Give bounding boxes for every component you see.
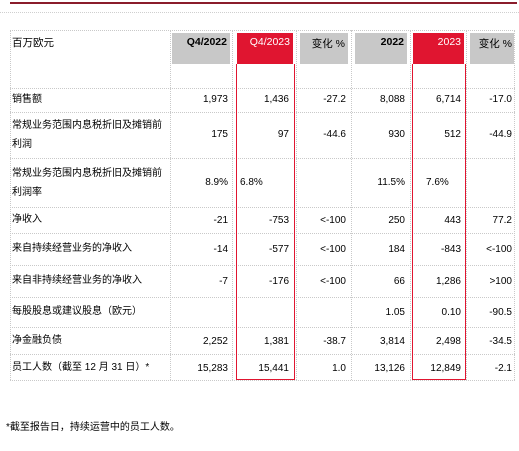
cell-q4-2023: -753 xyxy=(268,215,289,226)
cell-q4-2023: 6.8% xyxy=(240,177,263,188)
cell-2023: 0.10 xyxy=(441,307,461,318)
header-2022: 2022 xyxy=(380,36,404,48)
row-label: 来自非持续经营业务的净收入 xyxy=(12,275,142,286)
cell-q4-2022: -21 xyxy=(213,215,228,226)
header-change-y: 变化 % xyxy=(478,38,512,50)
header-bg-q4-2023 xyxy=(237,33,293,64)
cell-2022: 3,814 xyxy=(379,336,405,347)
grid-line xyxy=(10,354,515,355)
cell-q4-2023: 97 xyxy=(277,129,289,140)
cell-change-q: 1.0 xyxy=(332,363,346,374)
header-q4-2022: Q4/2022 xyxy=(186,36,227,48)
grid-line xyxy=(10,88,515,89)
highlight-q4-2023-column xyxy=(236,64,295,380)
highlight-2023-bottom xyxy=(412,379,466,380)
cell-2023: 12,849 xyxy=(430,363,461,374)
cell-2023: 512 xyxy=(444,129,461,140)
cell-change-y: -34.5 xyxy=(489,336,512,347)
cell-q4-2022: -14 xyxy=(213,244,228,255)
cell-2023: 2,498 xyxy=(435,336,461,347)
grid-line xyxy=(10,207,515,208)
cell-2022: 250 xyxy=(388,215,405,226)
cell-2022: 930 xyxy=(388,129,405,140)
cell-2022: 66 xyxy=(393,276,405,287)
highlight-q4-2023-bottom xyxy=(236,379,295,380)
cell-2023: 6,714 xyxy=(435,94,461,105)
cell-2022: 11.5% xyxy=(377,177,405,188)
cell-2023: 7.6% xyxy=(426,177,449,188)
row-label: 销售额 xyxy=(12,94,42,105)
grid-line xyxy=(232,30,233,380)
header-2023: 2023 xyxy=(437,36,461,48)
cell-change-q: -38.7 xyxy=(323,336,346,347)
cell-change-y: >100 xyxy=(489,276,512,287)
row-label: 净收入 xyxy=(12,214,42,225)
cell-change-q: <-100 xyxy=(320,215,346,226)
top-rule xyxy=(10,2,517,4)
row-label: 每股股息或建议股息（欧元） xyxy=(12,306,142,317)
cell-q4-2023: -176 xyxy=(268,276,289,287)
header-bg-change-q xyxy=(300,33,348,64)
row-label: 来自持续经营业务的净收入 xyxy=(12,243,132,254)
grid-line xyxy=(10,327,515,328)
grid-line xyxy=(170,30,171,380)
grid-line xyxy=(466,30,467,380)
cell-change-y: -2.1 xyxy=(494,363,512,374)
grid-line xyxy=(10,30,515,31)
cell-2022: 13,126 xyxy=(374,363,405,374)
cell-q4-2022: -7 xyxy=(219,276,228,287)
grid-line xyxy=(10,265,515,266)
cell-q4-2022: 15,283 xyxy=(197,363,228,374)
cell-change-y: -17.0 xyxy=(489,94,512,105)
grid-line xyxy=(10,158,515,159)
cell-q4-2022: 1,973 xyxy=(202,94,228,105)
row-label: 常规业务范围内息税折旧及摊销前利润率 xyxy=(12,168,162,198)
cell-2023: -843 xyxy=(440,244,461,255)
cell-change-q: -44.6 xyxy=(323,129,346,140)
cell-change-q: <-100 xyxy=(320,244,346,255)
cell-change-y: 77.2 xyxy=(492,215,512,226)
grid-line xyxy=(10,30,11,380)
grid-line xyxy=(10,380,515,381)
grid-line xyxy=(351,30,352,380)
header-bg-2023 xyxy=(413,33,464,64)
grid-line xyxy=(514,30,515,380)
header-bg-q4-2022 xyxy=(172,33,230,64)
header-q4-2023: Q4/2023 xyxy=(249,36,290,48)
grid-line xyxy=(10,112,515,113)
cell-change-q: <-100 xyxy=(320,276,346,287)
cell-change-y: -90.5 xyxy=(489,307,512,318)
cell-2022: 1.05 xyxy=(385,307,405,318)
header-bg-change-y xyxy=(470,33,514,64)
cell-q4-2023: -577 xyxy=(268,244,289,255)
cell-q4-2023: 1,436 xyxy=(263,94,289,105)
row-label: 常规业务范围内息税折旧及摊销前利润 xyxy=(12,120,162,150)
header-label: 百万欧元 xyxy=(12,37,54,49)
cell-q4-2023: 1,381 xyxy=(263,336,289,347)
header-bg-2022 xyxy=(355,33,407,64)
cell-change-q: -27.2 xyxy=(323,94,346,105)
cell-q4-2022: 175 xyxy=(211,129,228,140)
header-change-q: 变化 % xyxy=(311,38,345,50)
cell-2023: 443 xyxy=(444,215,461,226)
highlight-2023-column xyxy=(412,64,466,380)
cell-2022: 8,088 xyxy=(379,94,405,105)
cell-change-y: <-100 xyxy=(486,244,512,255)
cell-change-y: -44.9 xyxy=(489,129,512,140)
cell-2023: 1,286 xyxy=(435,276,461,287)
row-label: 净金融负债 xyxy=(12,335,62,346)
cell-q4-2022: 8.9% xyxy=(205,177,228,188)
grid-line xyxy=(10,233,515,234)
grid-line xyxy=(296,30,297,380)
footnote: *截至报告日，持续运营中的员工人数。 xyxy=(6,422,180,433)
cell-2022: 184 xyxy=(388,244,405,255)
cell-q4-2022: 2,252 xyxy=(202,336,228,347)
cell-q4-2023: 15,441 xyxy=(258,363,289,374)
grid-line xyxy=(10,297,515,298)
top-dotted-rule xyxy=(0,12,519,13)
row-label: 员工人数（截至 12 月 31 日）* xyxy=(12,362,150,373)
grid-line xyxy=(410,30,411,380)
